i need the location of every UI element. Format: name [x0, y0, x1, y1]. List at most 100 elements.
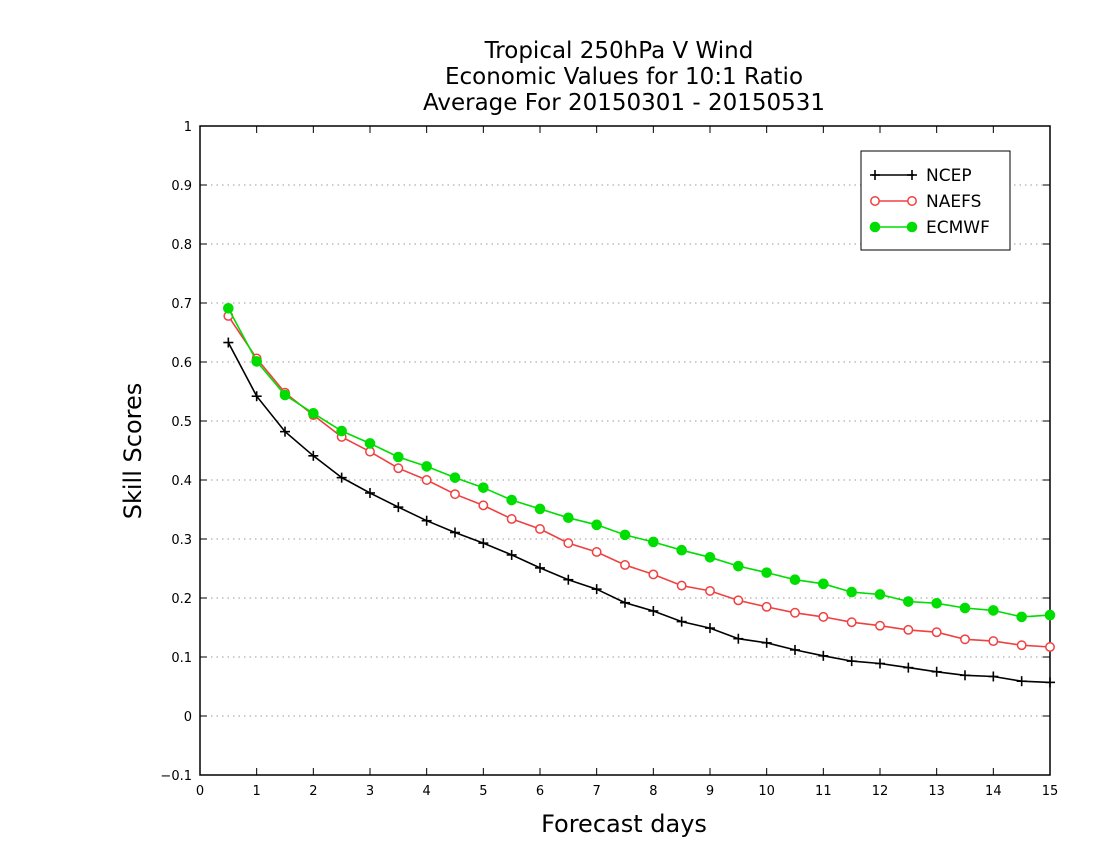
- y-tick-label: 0.5: [171, 415, 192, 430]
- data-point: [903, 596, 914, 607]
- data-point: [1016, 676, 1027, 687]
- data-point: [393, 451, 404, 463]
- legend-marker-right: [906, 221, 918, 233]
- x-axis-title: Forecast days: [541, 810, 707, 838]
- x-tick-label: 12: [872, 784, 889, 799]
- y-tick-label: 0.3: [171, 533, 192, 548]
- data-point: [761, 601, 772, 612]
- series-ncep: [223, 337, 1055, 688]
- data-point: [223, 337, 234, 348]
- data-point: [789, 574, 801, 586]
- data-point: [931, 627, 942, 638]
- data-point: [903, 624, 914, 635]
- data-point: [393, 502, 404, 513]
- data-point: [960, 634, 970, 645]
- data-point: [875, 658, 885, 669]
- data-point: [450, 527, 460, 538]
- x-tick-label: 13: [928, 784, 945, 799]
- data-point: [733, 595, 744, 606]
- plot-frame: [199, 125, 1051, 776]
- x-tick-label: 3: [366, 784, 374, 799]
- data-point: [450, 489, 460, 500]
- data-point: [988, 605, 999, 616]
- legend-label: NAEFS: [926, 192, 981, 212]
- data-point: [591, 519, 602, 531]
- y-tick-label: 0.1: [171, 651, 192, 666]
- x-tick-label: 14: [985, 784, 1002, 799]
- title-line-1: Tropical 250hPa V Wind: [484, 38, 754, 64]
- legend-marker-left: [870, 196, 880, 206]
- data-point: [1045, 642, 1055, 652]
- x-tick-label: 5: [479, 784, 487, 799]
- title-line-3: Average For 20150301 - 20150531: [423, 90, 825, 116]
- data-point: [478, 500, 489, 511]
- data-point: [676, 616, 687, 627]
- data-point: [393, 463, 404, 474]
- data-point: [733, 560, 744, 572]
- data-point: [648, 569, 659, 580]
- data-point: [1016, 611, 1027, 623]
- legend-label: NCEP: [926, 166, 972, 186]
- x-tick-label: 11: [815, 784, 832, 799]
- y-tick-label: 0.4: [171, 474, 192, 489]
- data-point: [280, 426, 290, 437]
- data-point: [705, 623, 715, 634]
- x-tick-label: 7: [593, 784, 601, 799]
- data-point: [846, 656, 857, 667]
- data-point: [308, 450, 319, 461]
- data-point: [251, 356, 262, 367]
- data-point: [846, 586, 857, 598]
- data-point: [251, 391, 262, 402]
- data-point: [931, 598, 942, 609]
- data-point: [676, 544, 687, 556]
- legend-entry-naefs: NAEFS: [870, 192, 981, 212]
- data-point: [591, 584, 602, 595]
- legend: NCEP NAEFS ECMWF: [860, 150, 1011, 251]
- data-point: [534, 503, 546, 515]
- data-point: [506, 513, 517, 524]
- x-tick-label: 2: [309, 784, 317, 799]
- data-point: [790, 607, 800, 618]
- data-point: [818, 578, 829, 590]
- data-point: [336, 425, 347, 437]
- x-tick-label: 4: [423, 784, 431, 799]
- data-point: [620, 560, 630, 570]
- data-point: [279, 389, 291, 401]
- data-point: [449, 472, 461, 483]
- data-point: [535, 562, 545, 573]
- x-tick-label: 8: [649, 784, 657, 799]
- data-point: [223, 303, 234, 314]
- data-point: [705, 585, 715, 596]
- data-point: [648, 605, 659, 616]
- data-point: [421, 515, 432, 526]
- x-tick-label: 1: [253, 784, 261, 799]
- data-point: [704, 551, 716, 563]
- data-point: [874, 589, 886, 600]
- data-point: [733, 633, 744, 644]
- x-tick-label: 0: [196, 784, 204, 799]
- data-point: [336, 472, 347, 483]
- data-point: [903, 662, 914, 673]
- legend-entry-ecmwf: ECMWF: [869, 218, 990, 238]
- data-point: [761, 637, 772, 648]
- data-point: [846, 617, 857, 628]
- y-axis-title: Skill Scores: [119, 383, 147, 520]
- data-point: [818, 611, 829, 622]
- data-point: [1045, 677, 1055, 688]
- series-ecmwf: [223, 303, 1056, 623]
- data-point: [591, 547, 602, 557]
- x-tick-label: 9: [706, 784, 714, 799]
- data-point: [648, 536, 659, 548]
- legend-marker-right: [907, 170, 917, 180]
- data-point: [365, 446, 375, 457]
- data-point: [988, 636, 999, 647]
- x-tick-label: 10: [758, 784, 775, 799]
- data-point: [761, 567, 772, 578]
- data-point: [478, 482, 489, 493]
- data-point: [563, 574, 574, 585]
- data-point: [506, 494, 517, 506]
- x-tick-label: 6: [536, 784, 544, 799]
- series-layer: [223, 303, 1056, 688]
- y-tick-label: 0.6: [171, 356, 192, 371]
